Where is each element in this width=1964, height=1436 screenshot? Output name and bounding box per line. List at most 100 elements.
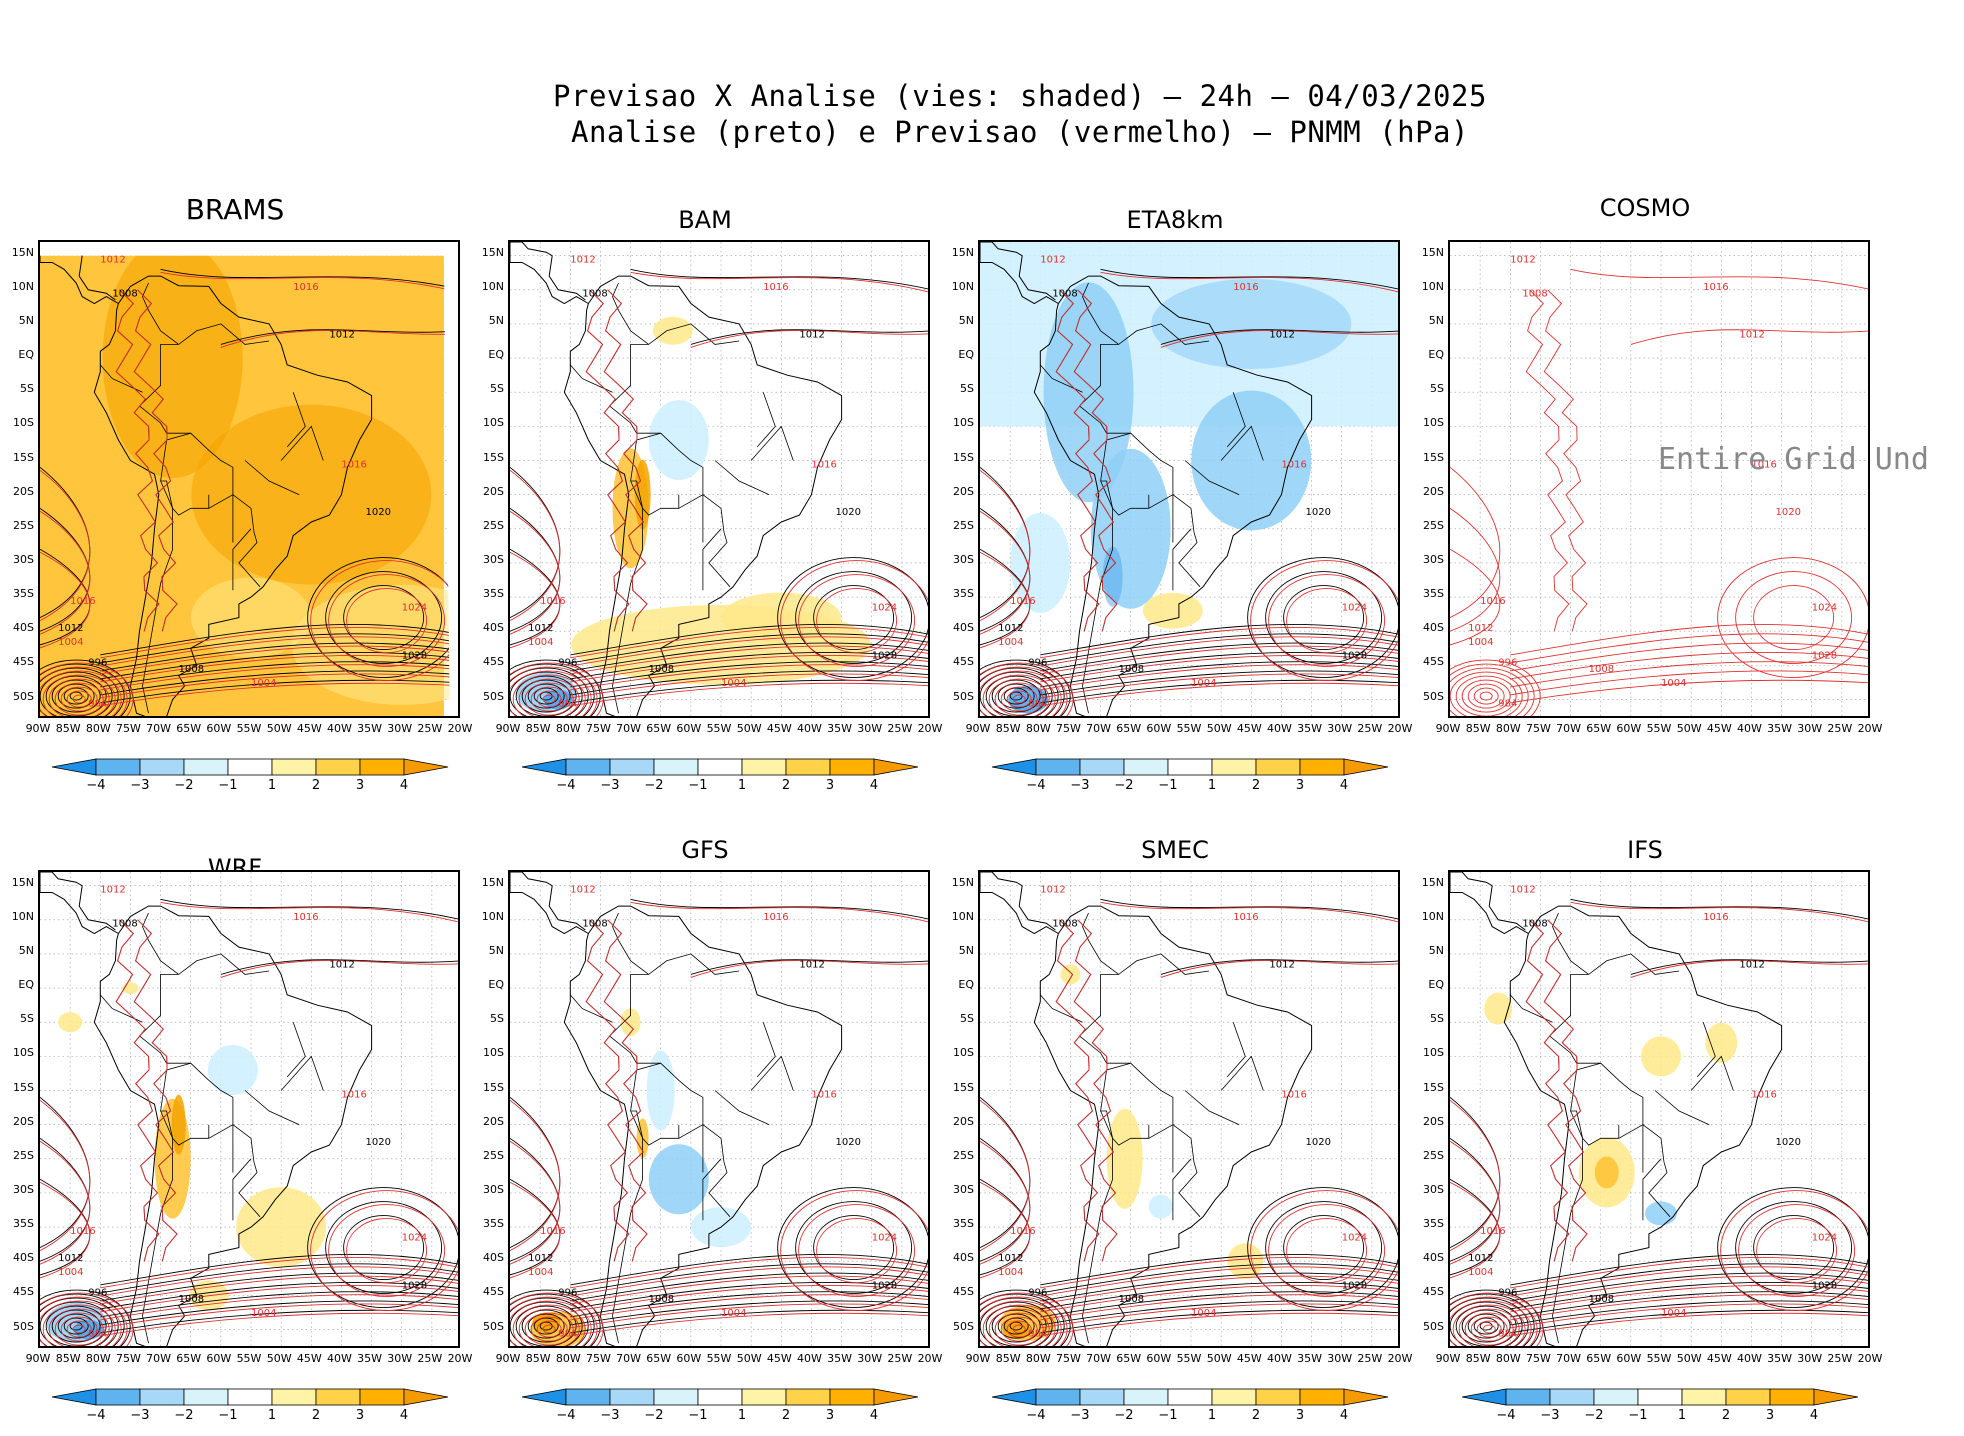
colorbar-label: 4 <box>1339 1408 1349 1423</box>
lat-tick-label: 40S <box>1423 1251 1444 1265</box>
lon-tick-label: 45W <box>1706 1352 1732 1365</box>
lon-tick-label: 75W <box>1525 722 1551 735</box>
isobar-label: 1016 <box>293 282 318 293</box>
lon-tick-label: 50W <box>736 722 762 735</box>
map-area: 1012 1008 1016 1012 1016 1020 1024 1028 1016 1012… <box>508 240 930 718</box>
lat-tick-label: EQ <box>488 348 504 362</box>
colorbar-label: 1 <box>1677 1408 1687 1423</box>
isobar-label: 1012 <box>58 1253 83 1264</box>
isobar-label: 996 <box>1028 1287 1047 1298</box>
title-line-1: Previsao X Analise (vies: shaded) – 24h … <box>553 79 1487 113</box>
isobar-label: 1008 <box>112 289 137 300</box>
colorbar-segment <box>785 758 831 776</box>
lon-tick-label: 30W <box>387 1352 413 1365</box>
lon-tick-label: 70W <box>146 722 171 735</box>
lat-tick-label: 10N <box>11 909 34 923</box>
colorbar-segment <box>741 1388 787 1406</box>
isobar-label: 1016 <box>1233 282 1258 293</box>
lon-tick-label: 20W <box>917 1352 943 1365</box>
colorbar-segment <box>1637 1388 1683 1406</box>
lat-tick-label: 20S <box>13 1114 34 1128</box>
lat-tick-label: 5N <box>18 943 34 957</box>
colorbar-segment <box>1549 1388 1595 1406</box>
lon-tick-label: 90W <box>965 722 991 735</box>
bias-shading <box>1000 964 1264 1341</box>
colorbar-strip <box>521 1388 919 1406</box>
lat-tick-label: 20S <box>483 1114 504 1128</box>
lat-tick-label: 30S <box>1423 552 1444 566</box>
isobar-label: 1024 <box>402 603 427 614</box>
isobar-label: 1020 <box>1776 507 1801 518</box>
lat-tick-label: 25S <box>1423 1148 1444 1162</box>
colorbar-label: −2 <box>1584 1408 1604 1423</box>
colorbar-segment <box>403 758 449 776</box>
lat-tick-label: 25S <box>13 518 34 532</box>
lat-tick-label: 10S <box>483 416 504 430</box>
lon-tick-label: 25W <box>1827 1352 1853 1365</box>
lat-tick-label: 50S <box>483 689 504 703</box>
isobar-label: 1004 <box>721 678 746 689</box>
lat-tick-label: 25S <box>483 518 504 532</box>
lon-tick-label: 40W <box>1736 1352 1762 1365</box>
colorbar-label: 1 <box>737 778 747 793</box>
lon-tick-label: 90W <box>1435 722 1461 735</box>
lon-tick-label: 30W <box>857 722 883 735</box>
colorbar-segment <box>95 758 141 776</box>
lat-tick-label: 10S <box>13 416 34 430</box>
lon-tick-label: 45W <box>766 722 792 735</box>
isobar-label: 1012 <box>1468 1253 1493 1264</box>
isobar-label: 1012 <box>1040 884 1065 895</box>
colorbar-segment <box>1681 1388 1727 1406</box>
lat-tick-label: 50S <box>13 689 34 703</box>
isobar-label: 1012 <box>1510 884 1535 895</box>
isobar-label: 996 <box>1498 657 1517 668</box>
lat-tick-label: 30S <box>953 1182 974 1196</box>
colorbar-segment <box>271 758 317 776</box>
lat-tick-label: 10N <box>11 279 34 293</box>
title-line-2: Analise (preto) e Previsao (vermelho) – … <box>571 115 1469 149</box>
isobar-label: 984 <box>1498 1328 1517 1339</box>
panel-smec: SMEC 1012 1008 1016 1012 1016 1020 1024 1028 101… <box>940 820 1413 1436</box>
lon-tick-label: 65W <box>176 722 202 735</box>
panel-title: BAM <box>678 206 732 234</box>
lat-tick-label: 5S <box>490 382 504 396</box>
isobar-label: 1008 <box>1052 919 1077 930</box>
lat-tick-label: 50S <box>1423 689 1444 703</box>
lat-tick-label: 30S <box>13 1182 34 1196</box>
colorbar-segment <box>1255 758 1301 776</box>
map-canvas: 1012 1008 1016 1012 1016 1020 1024 1028 1016 1012… <box>980 242 1398 716</box>
lon-tick-label: 30W <box>1797 1352 1823 1365</box>
isobar-label: 1004 <box>998 637 1023 648</box>
panel-title: GFS <box>681 836 729 864</box>
lon-tick-label: 50W <box>736 1352 762 1365</box>
isobar-label: 1008 <box>649 664 674 675</box>
lon-tick-label: 80W <box>85 1352 111 1365</box>
lat-tick-label: 5S <box>1430 1012 1444 1026</box>
colorbar-segment <box>359 758 405 776</box>
lat-tick-label: 25S <box>953 1148 974 1162</box>
lon-tick-label: 25W <box>1827 722 1853 735</box>
lat-tick-label: 20S <box>483 484 504 498</box>
colorbar-segment <box>741 758 787 776</box>
lat-tick-label: 50S <box>13 1319 34 1333</box>
isobar-label: 1012 <box>1739 960 1764 971</box>
lon-tick-label: 20W <box>1387 1352 1413 1365</box>
lon-tick-label: 75W <box>585 1352 611 1365</box>
lon-tick-label: 55W <box>1646 722 1672 735</box>
colorbar-strip <box>51 758 449 776</box>
colorbar-segment <box>139 758 185 776</box>
colorbar-label: 3 <box>355 1408 365 1423</box>
lat-tick-label: 40S <box>483 1251 504 1265</box>
colorbar-segment <box>1343 758 1389 776</box>
lat-tick-label: 50S <box>483 1319 504 1333</box>
colorbar-segment <box>991 758 1037 776</box>
lat-tick-label: 45S <box>953 1285 974 1299</box>
isobar-label: 1016 <box>293 912 318 923</box>
lat-tick-label: 30S <box>483 552 504 566</box>
lat-tick-label: 25S <box>953 518 974 532</box>
isobar-label: 1012 <box>799 960 824 971</box>
lat-tick-label: 15N <box>1421 875 1444 889</box>
isobar-label: 1028 <box>402 1281 427 1292</box>
lon-tick-label: 80W <box>1025 1352 1051 1365</box>
panel-title: ETA8km <box>1126 206 1224 234</box>
